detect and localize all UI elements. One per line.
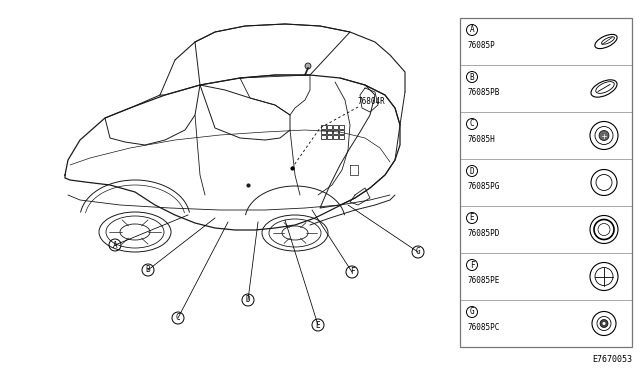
Text: F: F [470, 260, 474, 269]
Text: C: C [176, 314, 180, 323]
Text: 76085PB: 76085PB [468, 88, 500, 97]
Text: E: E [470, 214, 474, 222]
Text: C: C [470, 119, 474, 128]
Bar [321, 125, 326, 129]
Text: 76085P: 76085P [468, 41, 496, 50]
Text: 76085PD: 76085PD [468, 229, 500, 238]
Circle shape [602, 322, 605, 325]
Text: G: G [416, 247, 420, 257]
Text: G: G [470, 308, 474, 317]
Bar [460, 18, 632, 347]
Bar [333, 130, 338, 134]
Bar [339, 135, 344, 139]
Circle shape [305, 63, 311, 69]
Circle shape [599, 131, 609, 141]
Text: D: D [246, 295, 250, 305]
Circle shape [600, 320, 608, 327]
Text: B: B [470, 73, 474, 81]
Circle shape [596, 174, 612, 190]
Bar [327, 125, 332, 129]
Bar [327, 130, 332, 134]
Text: 76804R: 76804R [358, 97, 386, 106]
Bar [327, 135, 332, 139]
Text: 76085PE: 76085PE [468, 276, 500, 285]
Text: B: B [146, 266, 150, 275]
Bar [333, 135, 338, 139]
Text: D: D [470, 167, 474, 176]
Text: F: F [349, 267, 355, 276]
Circle shape [598, 224, 610, 235]
Bar [321, 130, 326, 134]
Text: A: A [113, 241, 117, 250]
Text: E7670053: E7670053 [592, 356, 632, 365]
Text: 76085H: 76085H [468, 135, 496, 144]
Bar [339, 125, 344, 129]
Text: A: A [470, 26, 474, 35]
Bar [339, 130, 344, 134]
Text: E: E [316, 321, 320, 330]
Bar [321, 135, 326, 139]
Text: 76085PC: 76085PC [468, 323, 500, 332]
Text: 76085PG: 76085PG [468, 182, 500, 191]
Bar [333, 125, 338, 129]
